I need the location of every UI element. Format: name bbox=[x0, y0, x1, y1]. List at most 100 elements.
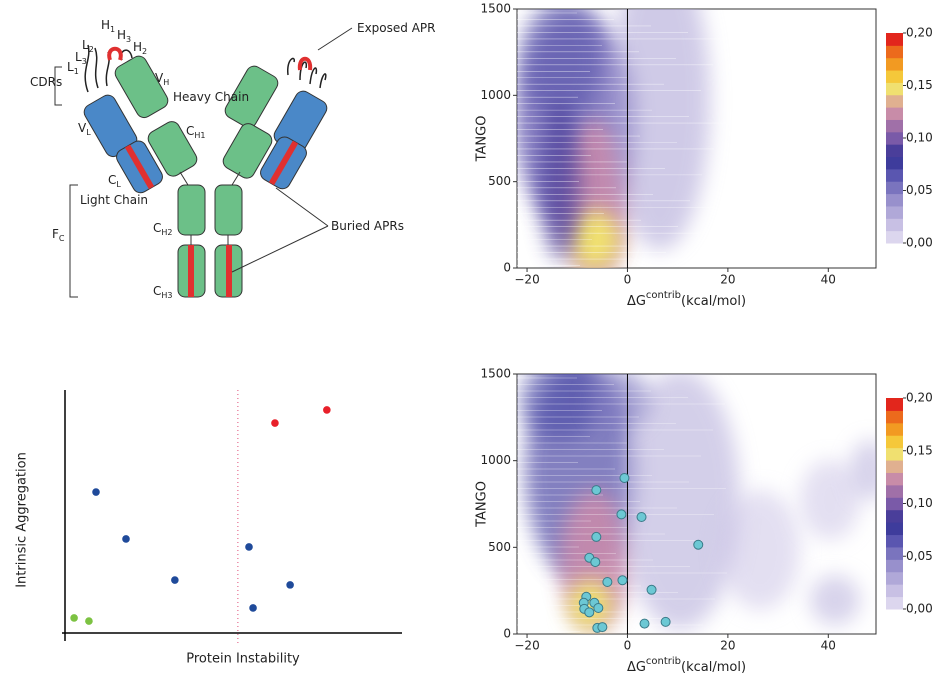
colorbar-step bbox=[886, 168, 903, 182]
point bbox=[616, 509, 627, 520]
colorbar-step bbox=[886, 571, 903, 585]
diagram-label: Buried APRs bbox=[331, 219, 404, 233]
label-sub: H3 bbox=[161, 291, 172, 300]
density bbox=[517, 9, 727, 268]
colorbar-step bbox=[886, 410, 903, 424]
x-tick-label: 0 bbox=[624, 639, 632, 653]
colorbar-label: 0,10 bbox=[906, 496, 933, 510]
point bbox=[286, 581, 294, 589]
x-tick-label: 40 bbox=[821, 639, 836, 653]
diagram-label: Light Chain bbox=[80, 193, 148, 207]
colorbar-step bbox=[886, 119, 903, 133]
density-blob bbox=[800, 460, 860, 540]
colorbar-label: 0,05 bbox=[906, 183, 933, 197]
diagram-label: H2 bbox=[133, 40, 147, 56]
colorbar-step bbox=[886, 447, 903, 461]
diagram-label: VH bbox=[155, 71, 169, 87]
label-main: C bbox=[153, 284, 161, 298]
colorbar-label: 0,20 bbox=[906, 26, 933, 40]
x-label-main: ΔG bbox=[627, 660, 646, 675]
colorbar-step bbox=[886, 484, 903, 498]
point bbox=[591, 531, 602, 542]
point bbox=[591, 485, 602, 496]
colorbar-label: 0,00 bbox=[906, 602, 933, 616]
point bbox=[92, 488, 100, 496]
colorbar-step bbox=[886, 82, 903, 96]
density-blob bbox=[520, 374, 600, 440]
colorbar-step bbox=[886, 472, 903, 486]
density-blob bbox=[540, 100, 580, 260]
point bbox=[646, 584, 657, 595]
colorbar-label: 0,00 bbox=[906, 236, 933, 250]
x-tick-label: 20 bbox=[720, 639, 735, 653]
label-main: L bbox=[82, 38, 89, 52]
x-tick-label: 40 bbox=[821, 273, 836, 287]
label-sub: L bbox=[86, 128, 91, 137]
antibody bbox=[54, 27, 353, 298]
point bbox=[660, 616, 671, 627]
diagram-label: FC bbox=[52, 227, 65, 243]
y-tick-label: 500 bbox=[488, 174, 511, 188]
point bbox=[85, 617, 93, 625]
colorbar-step bbox=[886, 398, 903, 411]
label-main: C bbox=[108, 173, 116, 187]
label-main: L bbox=[67, 60, 74, 74]
x-axis-label: Protein Instability bbox=[186, 652, 300, 667]
x-label-unit: (kcal/mol) bbox=[681, 294, 746, 309]
y-tick-label: 1500 bbox=[480, 2, 511, 16]
point bbox=[617, 575, 628, 586]
colorbar-step bbox=[886, 522, 903, 536]
y-tick-label: 0 bbox=[503, 627, 511, 641]
colorbar-step bbox=[886, 156, 903, 170]
density-blob bbox=[520, 9, 600, 120]
label-sub: 2 bbox=[89, 45, 94, 54]
colorbar-step bbox=[886, 497, 903, 511]
point bbox=[584, 607, 595, 618]
label-sub: 3 bbox=[82, 57, 87, 66]
density-blob bbox=[850, 440, 876, 500]
colorbar-step bbox=[886, 144, 903, 158]
point bbox=[271, 419, 279, 427]
y-tick-label: 1500 bbox=[480, 367, 511, 381]
point bbox=[693, 539, 704, 550]
diagram-label: CH1 bbox=[186, 124, 206, 140]
y-tick-label: 1000 bbox=[480, 453, 511, 467]
x-label-unit: (kcal/mol) bbox=[681, 660, 746, 675]
diagram-label: CH3 bbox=[153, 284, 173, 300]
colorbar-label: 0,05 bbox=[906, 549, 933, 563]
x-label-sup: contrib bbox=[646, 290, 681, 301]
label-main: H bbox=[101, 18, 110, 32]
diagram-label: H3 bbox=[117, 28, 131, 44]
colorbar-step bbox=[886, 57, 903, 71]
y-tick-label: 500 bbox=[488, 540, 511, 554]
colorbar-step bbox=[886, 205, 903, 219]
label-main: CDRs bbox=[30, 75, 62, 89]
label-sub: C bbox=[59, 234, 65, 243]
colorbar-label: 0,20 bbox=[906, 391, 933, 405]
colorbar-label: 0,10 bbox=[906, 131, 933, 145]
density-blob bbox=[570, 210, 620, 268]
label-sub: 2 bbox=[142, 47, 147, 56]
label-main: V bbox=[78, 121, 87, 135]
x-axis-label: ΔGcontrib(kcal/mol) bbox=[627, 290, 746, 309]
point bbox=[602, 577, 613, 587]
point bbox=[593, 603, 604, 613]
colorbar-step bbox=[886, 107, 903, 120]
label-main: V bbox=[155, 71, 164, 85]
label-main: F bbox=[52, 227, 59, 241]
colorbar-step bbox=[886, 534, 903, 548]
colorbar-step bbox=[886, 559, 903, 573]
label-main: Exposed APR bbox=[357, 21, 436, 35]
diagram-label: Heavy Chain bbox=[173, 90, 249, 104]
point bbox=[639, 618, 650, 629]
colorbar-step bbox=[886, 596, 903, 610]
point bbox=[122, 535, 130, 543]
colorbar-label: 0,15 bbox=[906, 78, 933, 92]
point bbox=[590, 557, 601, 568]
y-axis-label: TANGO bbox=[475, 481, 490, 528]
colorbar-step bbox=[886, 230, 903, 244]
x-label-sup: contrib bbox=[646, 656, 681, 667]
colorbar-step bbox=[886, 193, 903, 207]
label-sub: L bbox=[116, 180, 121, 189]
colorbar-step bbox=[886, 181, 903, 195]
